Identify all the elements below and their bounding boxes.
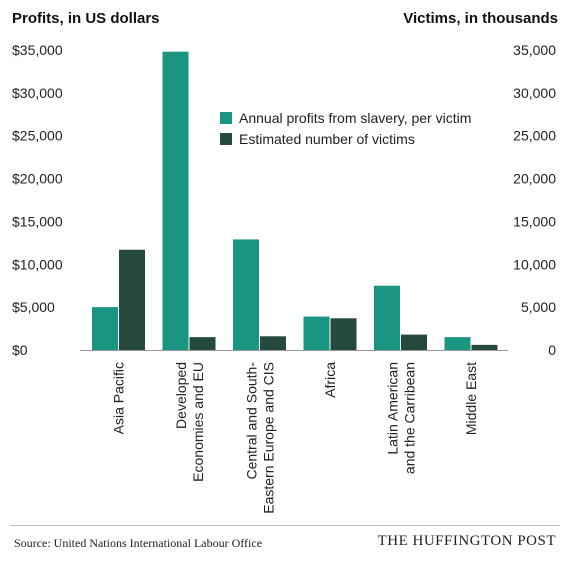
category-labels: Asia Pacific DevelopedEconomies and EU Cen… <box>111 362 480 514</box>
left-tick-label: $5,000 <box>12 299 55 315</box>
bar-victims <box>260 336 286 350</box>
source-note: Source: United Nations International Lab… <box>14 536 263 550</box>
bar-victims <box>471 344 498 350</box>
right-tick-label: 10,000 <box>513 256 556 272</box>
category-label: Asia Pacific <box>111 362 127 434</box>
left-tick-label: $35,000 <box>12 42 63 58</box>
bar-profit <box>92 307 118 350</box>
bar-profit <box>303 316 330 350</box>
right-tick-label: 0 <box>548 342 556 358</box>
right-tick-label: 15,000 <box>513 213 556 229</box>
legend: Annual profits from slavery, per victim E… <box>220 110 471 147</box>
legend-swatch <box>220 112 232 124</box>
left-tick-label: $20,000 <box>12 171 63 187</box>
right-tick-label: 5,000 <box>521 299 556 315</box>
right-tick-label: 35,000 <box>513 42 556 58</box>
bar-victims <box>401 334 427 350</box>
bar-profit <box>444 337 471 350</box>
legend-label: Estimated number of victims <box>239 131 415 147</box>
right-tick-label: 30,000 <box>513 85 556 101</box>
right-tick-label: 20,000 <box>513 171 556 187</box>
left-tick-label: $25,000 <box>12 128 63 144</box>
bar-victims <box>330 318 357 350</box>
left-tick-label: $10,000 <box>12 256 63 272</box>
category-label: Central and South-Eastern Europe and CIS <box>244 362 277 514</box>
left-tick-label: $30,000 <box>12 85 63 101</box>
left-axis-title: Profits, in US dollars <box>12 10 160 27</box>
bar-victims <box>119 249 145 350</box>
brand-logo: THE HUFFINGTON POST <box>377 533 556 549</box>
legend-swatch <box>220 133 232 145</box>
category-label: DevelopedEconomies and EU <box>173 362 206 482</box>
bar-profit <box>162 51 189 350</box>
bar-profit <box>233 239 259 350</box>
category-label: Latin Americanand the Carribean <box>385 362 418 474</box>
left-tick-label: $0 <box>12 342 28 358</box>
category-label: Africa <box>322 362 338 398</box>
left-axis-ticks: $0 $5,000 $10,000 $15,000 $20,000 $25,000 $30,… <box>12 42 63 358</box>
bars <box>92 51 498 350</box>
footer-divider <box>10 525 560 526</box>
left-tick-label: $15,000 <box>12 213 63 229</box>
legend-label: Annual profits from slavery, per victim <box>239 110 471 126</box>
right-axis-ticks: 0 5,000 10,000 15,000 20,000 25,000 30,000 35,0… <box>513 42 556 358</box>
right-tick-label: 25,000 <box>513 128 556 144</box>
bar-profit <box>374 285 400 350</box>
category-label: Middle East <box>463 362 479 435</box>
right-axis-title: Victims, in thousands <box>403 10 558 27</box>
bar-victims <box>189 337 216 350</box>
